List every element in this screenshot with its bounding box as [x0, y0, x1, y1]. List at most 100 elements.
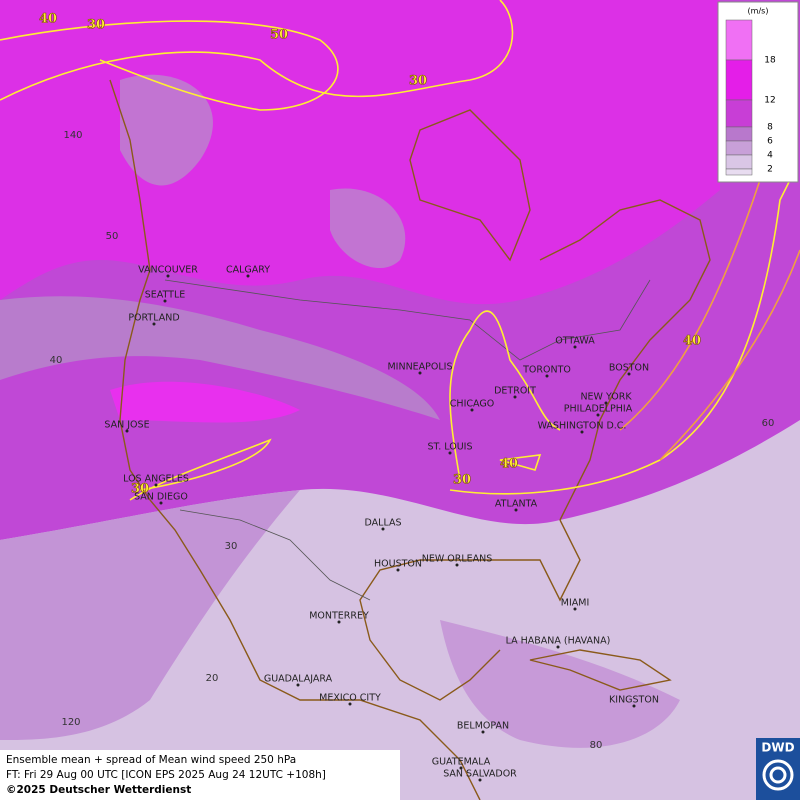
city-label: PORTLAND — [128, 313, 179, 324]
contour-label: 30 — [131, 482, 149, 497]
legend-swatch — [725, 168, 753, 176]
contour-label: 40 — [39, 12, 57, 27]
legend-swatch — [725, 140, 753, 156]
wind-field — [440, 620, 680, 748]
city-dot — [478, 778, 482, 782]
footer-line: FT: Fri 29 Aug 00 UTC [ICON EPS 2025 Aug… — [6, 769, 326, 781]
legend-label: 4 — [767, 151, 773, 161]
legend-label: 18 — [764, 56, 776, 66]
contours — [0, 0, 791, 501]
contour-label: 50 — [270, 28, 288, 43]
contour-label: 40 — [500, 457, 518, 472]
city-label: MIAMI — [561, 598, 590, 609]
wind-field — [0, 0, 720, 305]
city-label: DALLAS — [365, 518, 402, 529]
legend-title: (m/s) — [748, 7, 769, 16]
legend-label: 8 — [767, 123, 773, 133]
contour-label: 40 — [683, 334, 701, 349]
graticule-label: 120 — [61, 717, 80, 728]
city-dot — [556, 645, 560, 649]
city-label: NEW YORK — [580, 392, 632, 403]
city-label: NEW ORLEANS — [422, 554, 493, 565]
city-label: MONTERREY — [309, 611, 369, 622]
legend-swatch — [725, 19, 753, 61]
wind-field — [0, 296, 440, 420]
graticule-label: 30 — [225, 541, 238, 552]
city-dot — [513, 395, 517, 399]
city-dot — [596, 413, 600, 417]
footer-box — [0, 750, 400, 800]
logo-icon — [762, 759, 794, 791]
city-dot — [627, 372, 631, 376]
city-dot — [152, 322, 156, 326]
city-dot — [159, 501, 163, 505]
footer-line: ©2025 Deutscher Wetterdienst — [6, 784, 191, 796]
city-label: CALGARY — [226, 265, 270, 276]
wind-field — [110, 381, 300, 423]
logo-text: DWD — [761, 741, 794, 755]
city-dot — [125, 429, 129, 433]
city-dot — [604, 401, 608, 405]
wind-field — [0, 490, 300, 740]
legend-label: 2 — [767, 165, 773, 175]
city-label: SAN SALVADOR — [443, 769, 517, 780]
city-label: VANCOUVER — [138, 265, 198, 276]
logo-icon — [769, 766, 787, 784]
graticule-label: 140 — [63, 130, 82, 141]
graticule-label: 80 — [590, 740, 603, 751]
city-label: SAN JOSE — [104, 420, 149, 431]
contour-label: 30 — [87, 18, 105, 33]
city-dot — [481, 730, 485, 734]
legend-swatch — [725, 126, 753, 142]
city-label: KINGSTON — [609, 695, 659, 706]
city-label: LOS ANGELES — [123, 474, 189, 485]
graticule-label: 50 — [106, 231, 119, 242]
contour-label: 30 — [409, 74, 427, 89]
city-dot — [455, 563, 459, 567]
city-dot — [381, 527, 385, 531]
city-label: BELMOPAN — [457, 721, 509, 732]
city-label: SEATTLE — [145, 290, 186, 301]
legend-swatch — [725, 99, 753, 128]
city-dot — [573, 607, 577, 611]
city-label: CHICAGO — [450, 399, 494, 410]
city-dot — [348, 702, 352, 706]
legend-label: 6 — [767, 137, 773, 147]
city-dot — [514, 508, 518, 512]
footer-line: Ensemble mean + spread of Mean wind spee… — [6, 754, 296, 766]
contour-label: 30 — [453, 473, 471, 488]
city-dot — [573, 345, 577, 349]
city-label: HOUSTON — [374, 559, 422, 570]
legend-label: 12 — [764, 96, 775, 106]
city-dot — [163, 299, 167, 303]
city-label: WASHINGTON D.C. — [538, 421, 627, 432]
city-label: MEXICO CITY — [319, 693, 381, 704]
city-dot — [418, 371, 422, 375]
coastlines — [109, 79, 711, 801]
city-dot — [166, 274, 170, 278]
city-dot — [448, 451, 452, 455]
graticule-label: 40 — [50, 355, 63, 366]
city-label: SAN DIEGO — [134, 492, 188, 503]
city-dot — [580, 430, 584, 434]
wind-field — [330, 188, 406, 269]
city-label: MINNEAPOLIS — [387, 362, 452, 373]
legend: (m/s) 18 12 8 6 4 2 — [717, 1, 799, 183]
city-label: PHILADELPHIA — [564, 404, 633, 415]
legend-rows: 18 12 8 6 4 2 — [725, 19, 776, 176]
city-label: GUADALAJARA — [264, 674, 333, 685]
graticule-label: 60 — [762, 418, 775, 429]
wind-field — [120, 74, 213, 186]
city-dot — [154, 483, 158, 487]
graticule-label: 20 — [206, 673, 219, 684]
city-label: BOSTON — [609, 363, 649, 374]
contours — [619, 179, 800, 461]
city-dot — [470, 408, 474, 412]
city-dot — [337, 620, 341, 624]
city-dot — [459, 766, 463, 770]
city-label: DETROIT — [494, 386, 536, 397]
city-label: LA HABANA (HAVANA) — [506, 636, 611, 647]
city-dot — [545, 374, 549, 378]
legend-swatch — [725, 154, 753, 170]
